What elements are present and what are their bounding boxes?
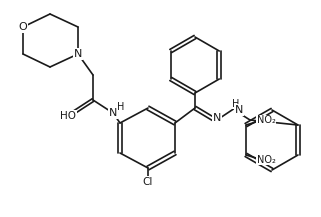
Text: NO₂: NO₂ <box>256 115 275 125</box>
Text: NO₂: NO₂ <box>256 155 275 165</box>
Text: H: H <box>232 99 240 109</box>
Text: N: N <box>109 108 117 118</box>
Text: N: N <box>213 113 221 123</box>
Text: N: N <box>74 49 82 59</box>
Text: Cl: Cl <box>143 177 153 187</box>
Text: H: H <box>117 102 125 112</box>
Text: HO: HO <box>60 111 76 121</box>
Text: N: N <box>235 105 243 115</box>
Text: O: O <box>19 22 27 32</box>
